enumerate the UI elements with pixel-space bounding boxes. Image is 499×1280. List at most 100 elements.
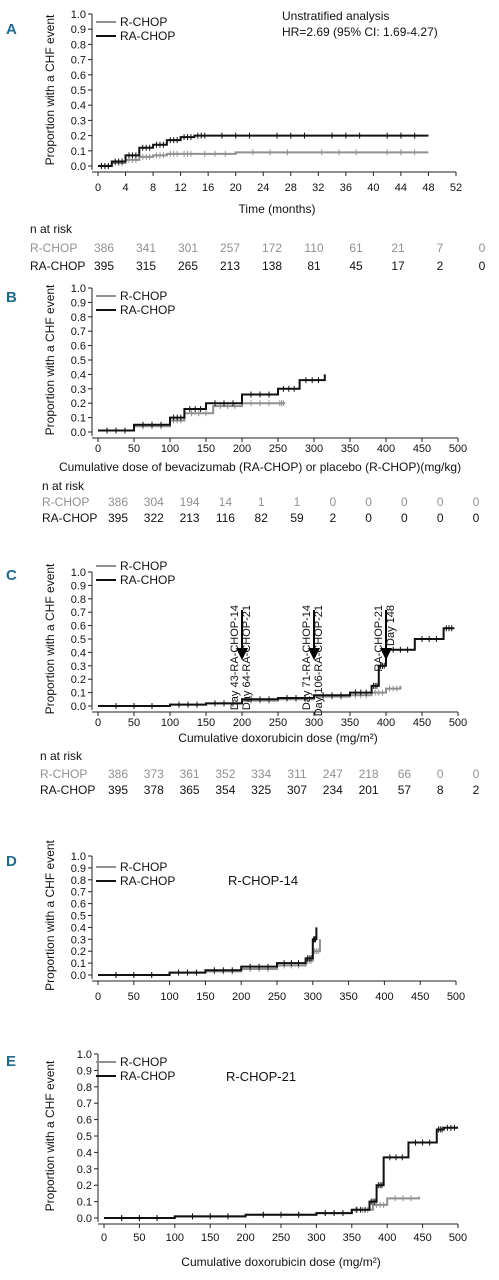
y-tick-label: 1.0 (71, 851, 86, 863)
x-tick-label: 0 (95, 443, 101, 455)
x-tick-label: 250 (269, 443, 287, 455)
x-tick-label: 44 (395, 182, 407, 194)
y-tick-label: 0.2 (77, 1180, 92, 1192)
y-tick-label: 0.6 (77, 1115, 92, 1127)
y-tick-label: 0.7 (71, 607, 86, 619)
risk-value: 2 (329, 511, 336, 525)
x-tick-label: 400 (377, 443, 395, 455)
series-line-r-chop (98, 402, 286, 432)
x-tick-label: 50 (128, 443, 140, 455)
x-axis-label: Cumulative dose of bevacizumab (RA-CHOP)… (59, 460, 461, 474)
risk-value: 201 (359, 783, 379, 797)
risk-value: 45 (349, 259, 363, 273)
risk-value: 247 (323, 767, 343, 781)
risk-value: 0 (437, 495, 444, 509)
risk-value: 2 (437, 259, 444, 273)
legend-label: R-CHOP (120, 860, 167, 874)
y-tick-label: 0.2 (71, 946, 86, 958)
x-tick-label: 40 (367, 182, 379, 194)
series-line-ra-chop (98, 374, 326, 432)
y-tick-label: 0.7 (77, 1098, 92, 1110)
y-tick-label: 0.4 (77, 1147, 92, 1159)
x-tick-label: 50 (128, 717, 140, 729)
x-tick-label: 300 (307, 1232, 325, 1244)
y-tick-label: 0.7 (71, 55, 86, 67)
y-tick-label: 0.0 (71, 970, 86, 982)
y-tick-label: 1.0 (71, 9, 86, 21)
risk-row-label: R-CHOP (42, 495, 89, 509)
legend-label: R-CHOP (120, 289, 167, 303)
risk-value: 0 (365, 511, 372, 525)
x-tick-label: 150 (196, 991, 214, 1003)
y-tick-label: 0.1 (71, 413, 86, 425)
series-line-ra-chop (104, 1126, 458, 1219)
risk-value: 116 (216, 511, 235, 525)
y-tick-label: 0.0 (71, 427, 86, 439)
risk-value: 0 (365, 495, 372, 509)
y-tick-label: 0.5 (71, 911, 86, 923)
x-tick-label: 52 (450, 182, 462, 194)
risk-value: 81 (307, 259, 321, 273)
risk-value: 61 (349, 241, 363, 255)
y-tick-label: 0.1 (71, 688, 86, 700)
panel-letter: D (6, 853, 17, 870)
panel-letter: E (6, 1053, 16, 1070)
x-tick-label: 100 (161, 717, 179, 729)
y-tick-label: 0.6 (71, 899, 86, 911)
y-tick-label: 0.1 (77, 1197, 92, 1209)
risk-value: 82 (255, 511, 269, 525)
risk-value: 2 (473, 783, 480, 797)
y-tick-label: 0.9 (77, 1065, 92, 1077)
arrow-label: Day 106-RA-CHOP-21 (313, 605, 325, 716)
chart-panel-e: E Proportion with a CHF event 0.0 0.1 0.2 0.3… (6, 1049, 467, 1269)
x-tick-label: 350 (341, 443, 359, 455)
x-tick-label: 200 (236, 1232, 254, 1244)
risk-table-title: n at risk (30, 222, 73, 236)
y-tick-label: 0.9 (71, 297, 86, 309)
x-tick-label: 100 (160, 991, 178, 1003)
y-axis-label: Proportion with a CHF event (43, 284, 57, 435)
x-tick-label: 100 (161, 443, 179, 455)
y-tick-label: 0.1 (71, 146, 86, 158)
x-tick-label: 300 (305, 443, 323, 455)
y-tick-label: 0.8 (77, 1082, 92, 1094)
x-tick-label: 200 (232, 991, 250, 1003)
x-tick-label: 500 (449, 443, 467, 455)
x-tick-label: 20 (230, 182, 242, 194)
y-tick-label: 0.3 (71, 384, 86, 396)
x-tick-label: 12 (174, 182, 186, 194)
y-tick-label: 0.1 (71, 958, 86, 970)
risk-value: 386 (108, 495, 128, 509)
x-axis-label: Cumulative doxorubicin dose (mg/m²) (178, 731, 377, 745)
risk-value: 8 (437, 783, 444, 797)
chart-panel-d: D Proportion with a CHF event 0.00.10.20.3… (6, 839, 465, 1003)
x-tick-label: 50 (133, 1232, 145, 1244)
x-tick-label: 36 (340, 182, 352, 194)
x-tick-label: 500 (449, 717, 467, 729)
risk-value: 307 (287, 783, 307, 797)
risk-value: 0 (473, 495, 480, 509)
panel-letter: B (6, 289, 17, 306)
risk-value: 386 (108, 767, 128, 781)
y-tick-label: 0.3 (71, 934, 86, 946)
risk-value: 311 (287, 767, 306, 781)
legend-label: RA-CHOP (120, 874, 175, 888)
y-axis-label: Proportion with a CHF event (43, 563, 57, 714)
x-tick-label: 150 (201, 1232, 219, 1244)
x-tick-label: 28 (285, 182, 297, 194)
x-tick-label: 400 (378, 1232, 396, 1244)
y-tick-label: 0.5 (71, 85, 86, 97)
y-tick-label: 1.0 (71, 567, 86, 579)
risk-value: 110 (304, 241, 323, 255)
risk-value: 0 (401, 495, 408, 509)
x-tick-label: 200 (233, 717, 251, 729)
y-tick-label: 1.0 (77, 1049, 92, 1061)
x-tick-label: 300 (304, 991, 322, 1003)
arrow-head (380, 648, 392, 660)
series-line-ra-chop (98, 627, 455, 707)
y-tick-label: 0.3 (77, 1164, 92, 1176)
risk-value: 257 (220, 241, 240, 255)
risk-value: 378 (144, 783, 164, 797)
panel-letter: C (6, 567, 17, 584)
